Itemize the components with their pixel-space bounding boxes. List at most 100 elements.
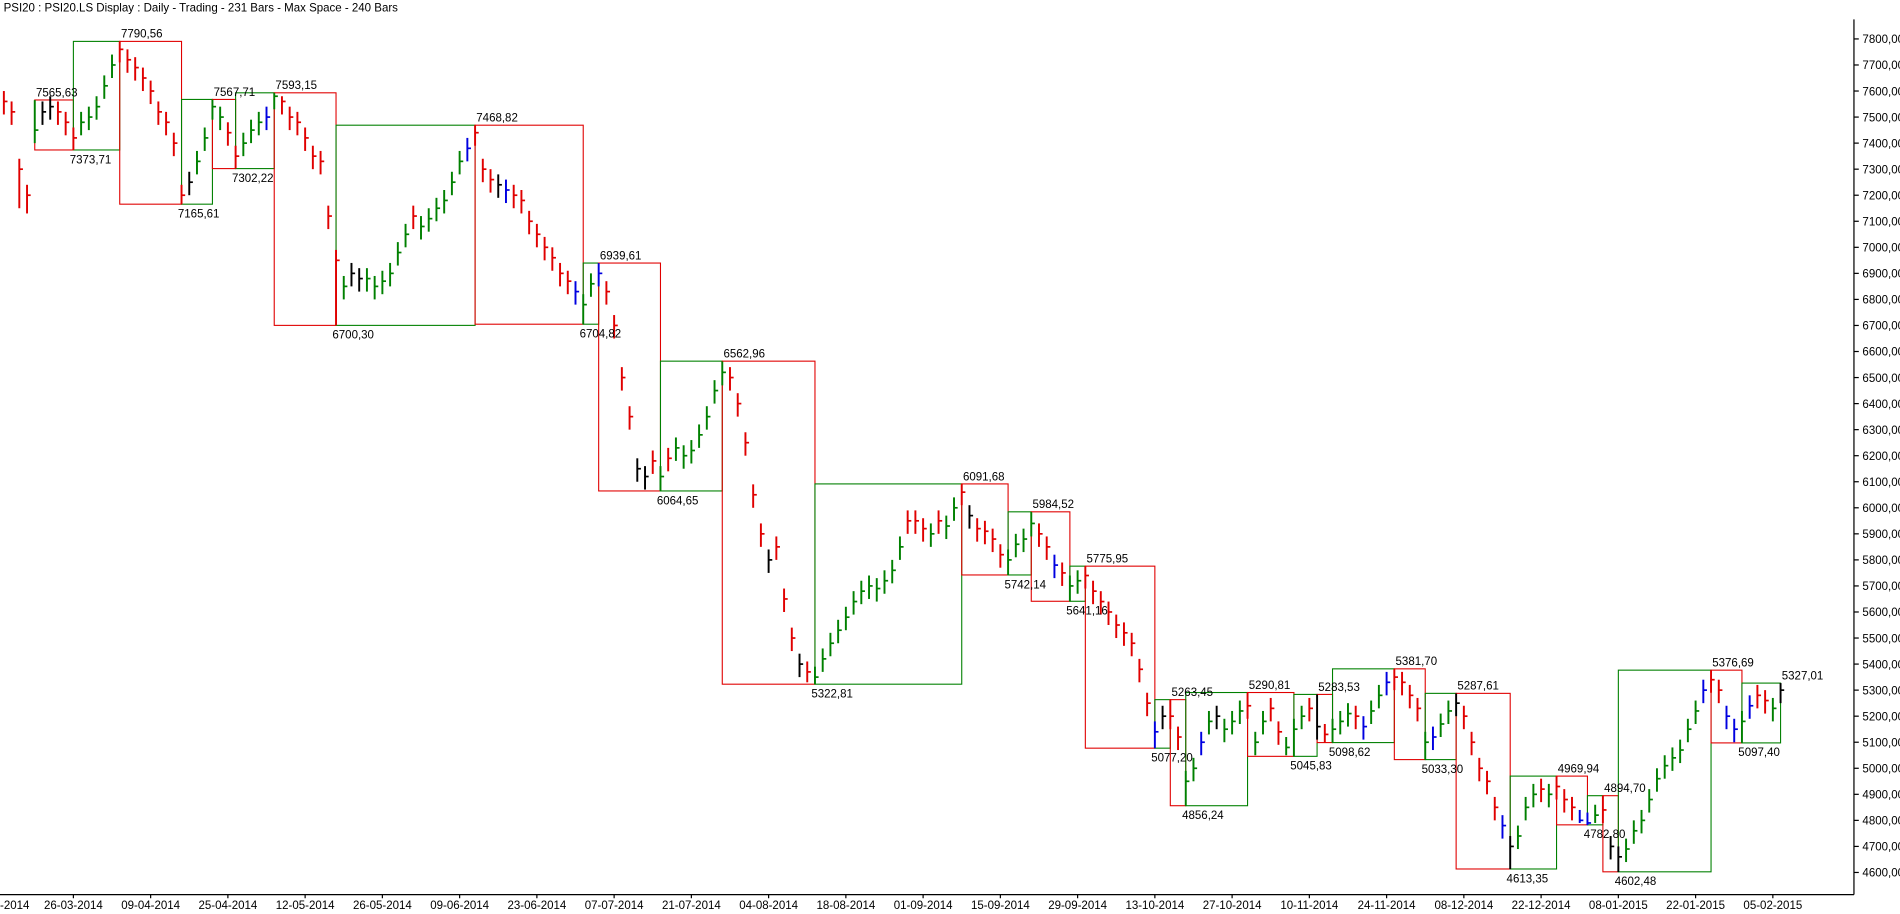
y-tick-label: 4600,00 [1862, 868, 1900, 880]
pivot-label: 6700,30 [332, 330, 374, 342]
pivot-label: 4856,24 [1182, 810, 1224, 822]
x-tick-label: 15-09-2014 [971, 900, 1030, 912]
pivot-label: 7373,71 [70, 154, 112, 166]
pivot-label: 4969,94 [1558, 763, 1600, 775]
y-tick-label: 5700,00 [1862, 581, 1900, 593]
y-tick-label: 6800,00 [1862, 295, 1900, 307]
y-tick-label: 7400,00 [1862, 138, 1900, 150]
pivot-label: 5098,62 [1329, 747, 1371, 759]
x-tick-label: 26-03-2014 [44, 900, 103, 912]
pivot-label: 7468,82 [476, 113, 518, 125]
y-tick-label: 4800,00 [1862, 816, 1900, 828]
x-tick-label: 08-12-2014 [1434, 900, 1493, 912]
pivot-label: 7165,61 [178, 209, 220, 221]
x-tick-label: 18-08-2014 [816, 900, 875, 912]
pivot-label: 4782,80 [1584, 829, 1626, 841]
pivot-label: 5097,40 [1738, 747, 1780, 759]
x-tick-label: 12-05-2014 [276, 900, 335, 912]
pivot-label: 5263,45 [1172, 687, 1214, 699]
pivot-label: 7790,56 [121, 29, 163, 41]
x-tick-label: 07-07-2014 [585, 900, 644, 912]
x-tick-label: 29-09-2014 [1048, 900, 1107, 912]
y-tick-label: 7800,00 [1862, 34, 1900, 46]
pivot-label: 7593,15 [275, 80, 317, 92]
y-tick-label: 6300,00 [1862, 425, 1900, 437]
swing-box [1617, 669, 1712, 873]
x-tick-label: 01-09-2014 [894, 900, 953, 912]
y-tick-label: 7100,00 [1862, 217, 1900, 229]
x-tick-label: 27-10-2014 [1203, 900, 1262, 912]
pivot-label: 5290,81 [1249, 680, 1291, 692]
y-tick-label: 5600,00 [1862, 607, 1900, 619]
pivot-label: 4602,48 [1615, 876, 1657, 888]
y-tick-label: 7700,00 [1862, 60, 1900, 72]
swing-box [1084, 565, 1156, 749]
pivot-label: 5283,53 [1318, 682, 1360, 694]
swing-box [1030, 511, 1071, 602]
pivot-label: 5742,14 [1004, 579, 1046, 591]
pivot-label: 5984,52 [1032, 499, 1074, 511]
x-tick-label: 23-06-2014 [507, 900, 566, 912]
pivot-label: 6704,82 [580, 329, 622, 341]
x-tick-label: -2014 [0, 900, 30, 912]
y-tick-label: 5500,00 [1862, 633, 1900, 645]
pivot-label: 5033,30 [1422, 764, 1464, 776]
pivot-label: 5327,01 [1782, 670, 1824, 682]
x-tick-label: 25-04-2014 [198, 900, 257, 912]
y-tick-label: 6400,00 [1862, 399, 1900, 411]
swing-box [474, 124, 584, 325]
y-tick-label: 4900,00 [1862, 790, 1900, 802]
y-tick-label: 5200,00 [1862, 711, 1900, 723]
pivot-label: 6562,96 [723, 349, 765, 361]
pivot-label: 6091,68 [963, 471, 1005, 483]
y-tick-label: 6500,00 [1862, 373, 1900, 385]
pivot-label: 6939,61 [600, 250, 642, 262]
x-tick-label: 10-11-2014 [1280, 900, 1339, 912]
y-tick-label: 6000,00 [1862, 503, 1900, 515]
y-tick-label: 7200,00 [1862, 190, 1900, 202]
x-tick-label: 04-08-2014 [739, 900, 798, 912]
pivot-label: 5641,16 [1066, 606, 1108, 618]
y-tick-label: 5000,00 [1862, 764, 1900, 776]
pivot-label: 4613,35 [1507, 873, 1549, 885]
x-tick-label: 26-05-2014 [353, 900, 412, 912]
x-tick-label: 08-01-2015 [1589, 900, 1648, 912]
pivot-label: 6064,65 [657, 495, 699, 507]
y-tick-label: 5900,00 [1862, 529, 1900, 541]
y-tick-label: 7500,00 [1862, 112, 1900, 124]
pivot-label: 5775,95 [1087, 554, 1129, 566]
x-tick-label: 22-12-2014 [1512, 900, 1571, 912]
y-tick-label: 5300,00 [1862, 685, 1900, 697]
chart-title: PSI20 : PSI20.LS Display : Daily - Tradi… [4, 3, 399, 15]
x-tick-label: 09-04-2014 [121, 900, 180, 912]
pivot-label: 5077,20 [1151, 752, 1193, 764]
x-tick-label: 09-06-2014 [430, 900, 489, 912]
pivot-label: 4894,70 [1604, 783, 1646, 795]
pivot-label: 7567,71 [214, 87, 256, 99]
x-tick-label: 21-07-2014 [662, 900, 721, 912]
pivot-label: 7565,63 [36, 87, 78, 99]
pivot-label: 5381,70 [1396, 656, 1438, 668]
x-tick-label: 13-10-2014 [1125, 900, 1184, 912]
pivot-label: 7302,22 [232, 173, 274, 185]
y-tick-label: 4700,00 [1862, 842, 1900, 854]
pivot-label: 5376,69 [1712, 658, 1754, 670]
y-tick-label: 7600,00 [1862, 86, 1900, 98]
x-tick-label: 22-01-2015 [1666, 900, 1725, 912]
y-tick-label: 7000,00 [1862, 243, 1900, 255]
y-tick-label: 5100,00 [1862, 737, 1900, 749]
y-tick-label: 6200,00 [1862, 451, 1900, 463]
y-tick-label: 6700,00 [1862, 321, 1900, 333]
y-tick-label: 5800,00 [1862, 555, 1900, 567]
y-tick-label: 6100,00 [1862, 477, 1900, 489]
y-tick-label: 6900,00 [1862, 269, 1900, 281]
y-tick-label: 7300,00 [1862, 164, 1900, 176]
x-tick-label: 24-11-2014 [1358, 900, 1417, 912]
swing-box [814, 483, 963, 685]
pivot-label: 5322,81 [811, 689, 853, 701]
x-tick-label: 05-02-2015 [1743, 900, 1802, 912]
pivot-label: 5045,83 [1290, 761, 1332, 773]
